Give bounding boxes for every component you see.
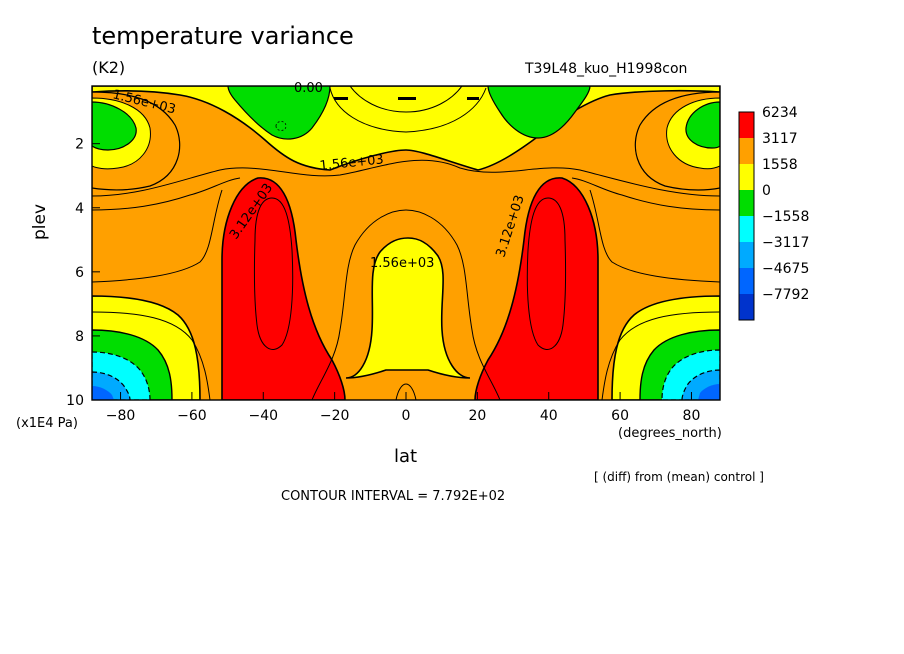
contour-left-low	[92, 311, 211, 400]
x-tick-label: 60	[611, 408, 629, 424]
x-tick-label: 80	[683, 408, 701, 424]
contour-top-band-lower	[92, 159, 720, 197]
contour-center-bottom	[395, 383, 417, 400]
contour-small-ring	[275, 121, 287, 131]
x-axis-unit: (degrees_north)	[618, 426, 722, 441]
contour-label: 1.56e+03	[370, 256, 434, 271]
fill-upper-left-green	[92, 101, 137, 151]
y-axis-unit: (x1E4 Pa)	[16, 416, 78, 431]
x-axis-label: lat	[394, 446, 418, 467]
fill-top-green-left	[227, 86, 331, 140]
chart-title: temperature variance	[92, 22, 354, 50]
fill-top-green-right	[487, 86, 591, 139]
colorbar-label: 0	[762, 183, 771, 199]
colorbar-frame	[738, 111, 755, 321]
y-tick-label: 6	[75, 265, 84, 281]
colorbar-label: −1558	[762, 209, 809, 225]
x-tick-label: 20	[468, 408, 486, 424]
x-tick-label: −20	[320, 408, 350, 424]
colorbar-swatch	[739, 112, 754, 138]
x-tick-label: −80	[106, 408, 136, 424]
contour-right-mid	[589, 189, 720, 283]
x-tick-label: 0	[402, 408, 411, 424]
y-tick-label: 2	[75, 137, 84, 153]
fill-bottom-left-darkblue	[92, 386, 114, 400]
chart-units: (K2)	[92, 58, 126, 77]
contour-red-left-inner	[253, 197, 294, 350]
y-axis-label: plev	[30, 203, 50, 240]
colorbar-swatch	[739, 216, 754, 242]
diff-note: [ (diff) from (mean) control ]	[594, 470, 764, 484]
fill-bottom-right-darkblue	[698, 384, 720, 400]
run-id-label: T39L48_kuo_H1998con	[525, 61, 688, 77]
colorbar-label: 1558	[762, 157, 798, 173]
colorbar-swatch	[739, 242, 754, 268]
contour-left-mid	[92, 189, 223, 283]
fill-center-yellow	[345, 237, 471, 379]
dash-mark	[467, 97, 479, 100]
y-tick-label: 8	[75, 329, 84, 345]
colorbar-swatch	[739, 138, 754, 164]
dash-mark	[334, 97, 348, 100]
colorbar-swatch	[739, 164, 754, 190]
colorbar-label: −4675	[762, 261, 809, 277]
colorbar-swatch	[739, 294, 754, 320]
colorbar-label: −3117	[762, 235, 809, 251]
contour-label: 0.00	[294, 81, 323, 96]
dash-mark	[398, 97, 416, 100]
contour-top-inner	[349, 86, 463, 113]
contour-interval: CONTOUR INTERVAL = 7.792E+02	[281, 489, 506, 504]
y-tick-label: 10	[66, 393, 84, 409]
contour-label: 1.56e+03	[319, 152, 385, 174]
contour-center-outer	[311, 209, 501, 400]
colorbar-label: −7792	[762, 287, 809, 303]
y-axis: 2 4 6 8 10	[66, 137, 100, 409]
colorbar-swatch	[739, 190, 754, 216]
x-axis: −80 −60 −40 −20 0 20 40 60 80	[106, 392, 701, 424]
x-tick-label: −40	[248, 408, 278, 424]
contour-right-outer	[571, 177, 720, 211]
colorbar-label: 6234	[762, 105, 798, 121]
colorbar-swatch	[739, 268, 754, 294]
fill-red-left	[221, 177, 346, 400]
contour-right-low	[601, 311, 720, 400]
x-tick-label: −60	[177, 408, 207, 424]
x-tick-label: 40	[540, 408, 558, 424]
contour-left-outer	[92, 177, 241, 211]
y-tick-label: 4	[75, 201, 84, 217]
contour-top-inner-2	[329, 87, 487, 133]
plot-fill-area	[92, 86, 720, 400]
colorbar-label: 3117	[762, 131, 798, 147]
contour-red-right-inner	[526, 197, 567, 350]
fill-upper-right-green	[685, 101, 720, 149]
